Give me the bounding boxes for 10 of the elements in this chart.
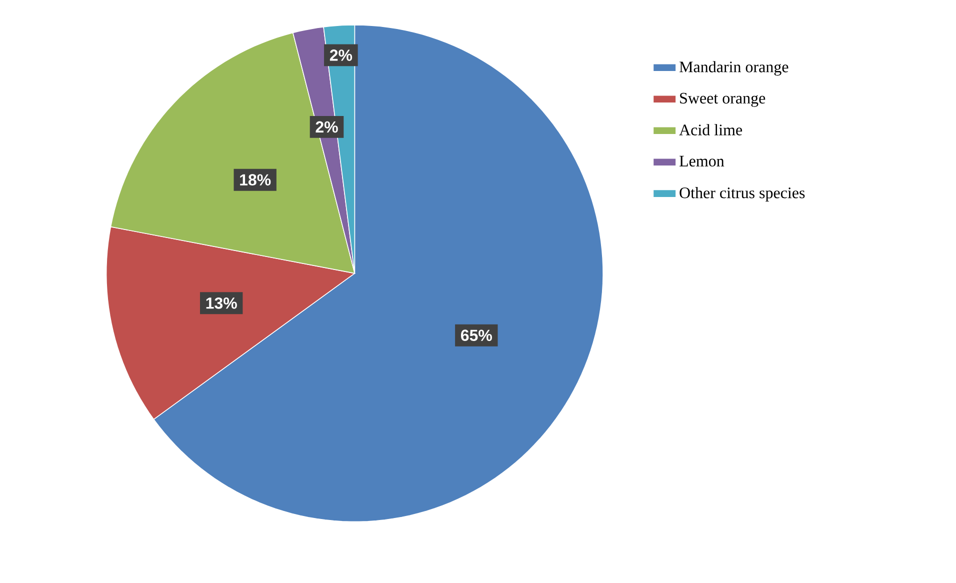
legend-label: Mandarin orange [679, 61, 788, 76]
data-label: 2% [316, 121, 338, 133]
data-label: 18% [240, 174, 271, 186]
data-label: 65% [460, 330, 492, 342]
legend-label: Acid lime [679, 124, 742, 136]
data-label: 2% [330, 50, 352, 62]
legend-label: Sweet orange [680, 93, 766, 108]
legend-label: Other citrus species [680, 187, 805, 202]
legend-label: Lemon [679, 156, 724, 167]
data-label: 13% [206, 298, 237, 309]
